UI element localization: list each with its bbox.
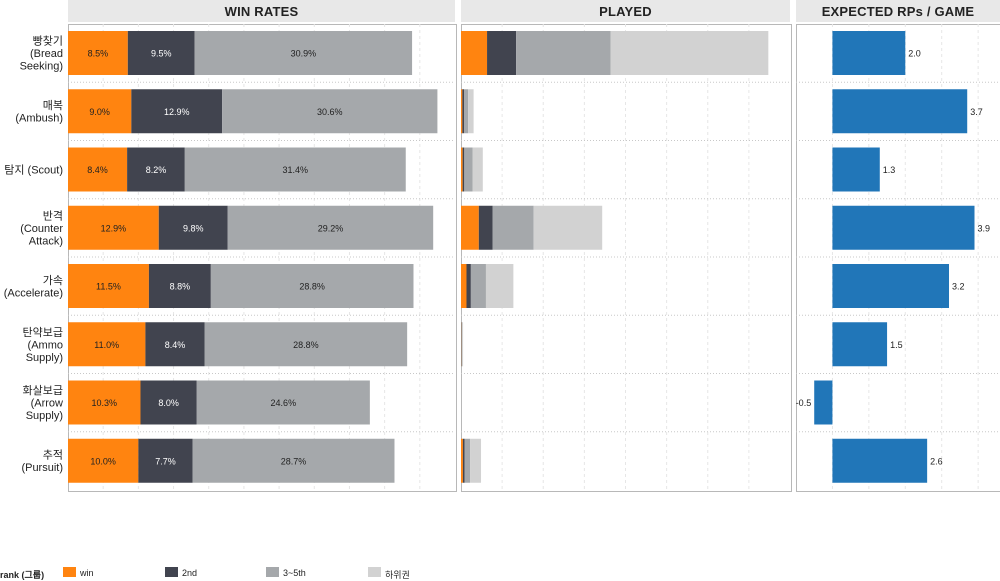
legend-swatch-3-5th <box>266 567 279 577</box>
win-rate-label: 9.8% <box>183 223 204 233</box>
expected-rp-bar <box>832 31 905 75</box>
category-label: 가속 <box>43 274 63 287</box>
expected-rp-bar <box>832 148 879 192</box>
expected-rp-label: 1.5 <box>890 340 903 350</box>
win-rate-label: 8.2% <box>146 165 167 175</box>
win-rate-label: 8.4% <box>165 340 186 350</box>
category-label: 탐지 (Scout) <box>4 164 63 177</box>
played-bar-2nd <box>463 439 465 483</box>
category-label: 반격 <box>43 209 63 222</box>
win-rate-label: 8.5% <box>88 49 109 59</box>
played-bar- <box>462 322 463 366</box>
expected-rp-bar <box>832 206 974 250</box>
win-rate-label: 8.4% <box>87 165 108 175</box>
category-label: 빵찾기 <box>33 35 63 48</box>
win-rate-label: 7.7% <box>155 456 176 466</box>
played-bar-2nd <box>463 148 465 192</box>
win-rate-label: 28.7% <box>281 456 307 466</box>
played-bar-35th <box>462 322 463 366</box>
legend-label-lower: 하위권 <box>385 568 410 581</box>
played-bar-35th <box>471 264 486 308</box>
win-rate-label: 9.5% <box>151 49 172 59</box>
win-rate-label: 11.5% <box>96 282 121 292</box>
legend-title: rank (그룹) <box>0 568 44 581</box>
played-bar-2nd <box>462 89 464 133</box>
category-label: Attack) <box>29 235 63 247</box>
expected-rp-label: 2.0 <box>908 49 921 59</box>
played-bar- <box>486 264 513 308</box>
category-label: Seeking) <box>20 61 63 73</box>
category-label: (Ambush) <box>15 113 63 125</box>
played-bar-win <box>461 148 463 192</box>
legend-swatch-win <box>63 567 76 577</box>
category-label: 매복 <box>43 99 63 112</box>
win-rate-label: 29.2% <box>318 223 344 233</box>
win-rate-label: 24.6% <box>271 398 297 408</box>
played-bar-win <box>461 439 463 483</box>
category-label: (Bread <box>30 48 63 60</box>
played-bar- <box>473 148 483 192</box>
played-bar- <box>611 31 769 75</box>
played-bar-35th <box>516 31 611 75</box>
expected-rp-label: 2.6 <box>930 456 943 466</box>
played-bar-win <box>461 89 462 133</box>
expected-rp-label: -0.5 <box>796 398 812 408</box>
win-rate-label: 28.8% <box>299 282 325 292</box>
played-bar-2nd <box>479 206 493 250</box>
win-rate-label: 10.3% <box>91 398 117 408</box>
expected-rp-label: 3.9 <box>978 223 991 233</box>
expected-rp-bar <box>832 439 927 483</box>
win-rate-label: 11.0% <box>94 340 119 350</box>
played-bar-win <box>461 264 466 308</box>
category-label: (Pursuit) <box>21 462 63 474</box>
win-rate-label: 8.8% <box>170 282 191 292</box>
win-rate-label: 12.9% <box>164 107 190 117</box>
win-rate-label: 12.9% <box>101 223 127 233</box>
legend-swatch-lower <box>368 567 381 577</box>
category-label: Supply) <box>26 410 63 422</box>
win-rate-label: 10.0% <box>90 456 116 466</box>
win-rate-label: 30.6% <box>317 107 343 117</box>
played-bar-win <box>461 31 487 75</box>
played-bar- <box>470 439 481 483</box>
played-bar-35th <box>465 439 470 483</box>
category-label: (Arrow <box>31 398 63 410</box>
category-label: Supply) <box>26 352 63 364</box>
played-bar-2nd <box>487 31 516 75</box>
expected-rp-bar <box>832 264 949 308</box>
played-bar- <box>534 206 603 250</box>
category-label: 화살보급 <box>23 384 63 397</box>
category-label: 탄약보급 <box>23 325 63 339</box>
expected-rp-label: 1.3 <box>883 165 896 175</box>
category-label: (Accelerate) <box>4 287 63 299</box>
category-label: 추적 <box>43 449 63 462</box>
played-bar-35th <box>464 89 468 133</box>
played-bar-2nd <box>466 264 470 308</box>
expected-rp-label: 3.7 <box>970 107 983 117</box>
win-rate-label: 28.8% <box>293 340 319 350</box>
played-bar-35th <box>464 148 472 192</box>
expected-rp-label: 3.2 <box>952 282 965 292</box>
category-label: (Counter <box>20 223 63 235</box>
legend-swatch-2nd <box>165 567 178 577</box>
win-rate-label: 8.0% <box>158 398 179 408</box>
win-rate-label: 9.0% <box>89 107 110 117</box>
win-rate-label: 30.9% <box>291 49 317 59</box>
played-bar-win <box>461 206 479 250</box>
played-bar-35th <box>493 206 534 250</box>
category-label: (Ammo <box>28 339 63 351</box>
expected-rp-bar <box>814 381 832 425</box>
win-rate-label: 31.4% <box>283 165 309 175</box>
expected-rp-bar <box>832 89 967 133</box>
expected-rp-bar <box>832 322 887 366</box>
played-bar- <box>468 89 473 133</box>
